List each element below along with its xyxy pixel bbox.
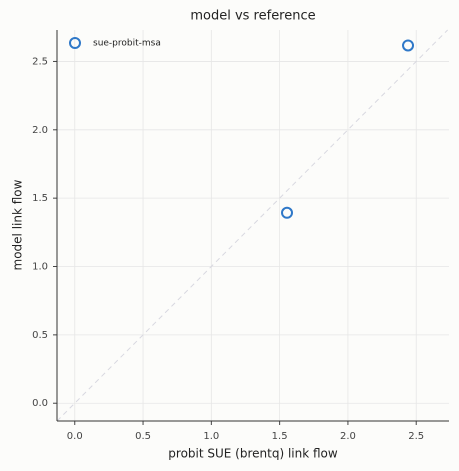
chart-title: model vs reference — [190, 9, 315, 24]
x-tick-label: 2.5 — [408, 431, 424, 442]
y-axis-label: model link flow — [11, 179, 25, 270]
x-tick-label: 1.0 — [203, 431, 219, 442]
reference-diagonal — [56, 29, 448, 422]
y-tick-label: 2.0 — [32, 125, 48, 136]
y-tick-label: 1.5 — [32, 193, 48, 204]
y-tick-label: 0.5 — [32, 330, 48, 341]
y-tick-label: 0.0 — [32, 398, 48, 409]
x-axis-label: probit SUE (brentq) link flow — [168, 447, 338, 461]
y-tick-label: 1.0 — [32, 262, 48, 273]
x-tick-label: 0.5 — [135, 431, 151, 442]
scatter-point — [402, 39, 415, 52]
x-tick-label: 2.0 — [340, 431, 356, 442]
scatter-point — [281, 206, 294, 219]
x-tick-label: 0.0 — [67, 431, 83, 442]
x-tick-label: 1.5 — [272, 431, 288, 442]
y-tick-label: 2.5 — [32, 56, 48, 67]
legend-marker — [69, 37, 81, 49]
legend-label: sue-probit-msa — [93, 39, 161, 49]
